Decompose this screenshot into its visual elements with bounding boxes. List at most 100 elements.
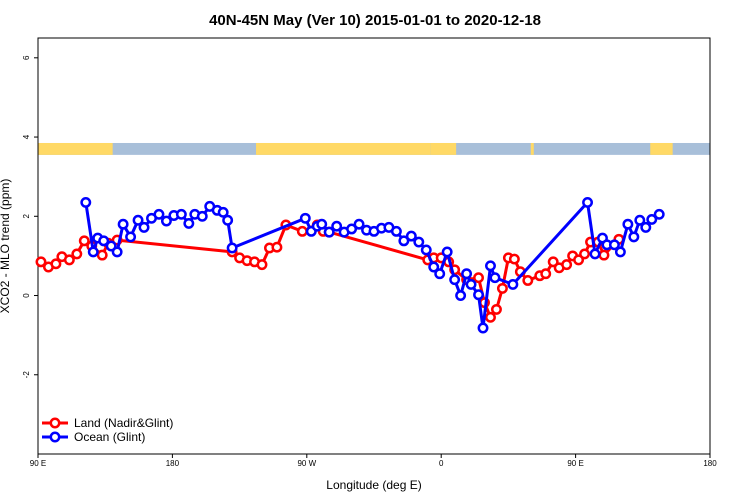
- data-point-ocean: [507, 278, 519, 290]
- data-point-land: [540, 268, 552, 280]
- data-point-ocean: [622, 218, 634, 230]
- y-tick-label: -2: [22, 371, 31, 379]
- data-point-land: [35, 256, 47, 268]
- data-point-ocean: [477, 322, 489, 334]
- data-point-ocean: [434, 268, 446, 280]
- surface-band: [38, 142, 710, 155]
- data-point-land: [473, 272, 484, 284]
- data-point-ocean: [160, 215, 172, 227]
- data-point-ocean: [653, 208, 665, 220]
- data-point-ocean: [353, 218, 365, 230]
- data-point-land: [579, 248, 591, 260]
- data-point-ocean: [316, 218, 328, 230]
- data-point-ocean: [217, 206, 229, 218]
- data-point-land: [78, 235, 90, 247]
- data-series: [35, 196, 665, 334]
- data-point-land: [496, 282, 508, 294]
- data-point-land: [50, 258, 62, 270]
- y-tick-label: 6: [22, 55, 31, 60]
- data-point-ocean: [413, 236, 425, 248]
- y-axis-label: XCO2 - MLO trend (ppm): [0, 179, 12, 314]
- band-land-segment: [38, 142, 113, 155]
- data-point-ocean: [420, 244, 432, 256]
- data-point-ocean: [98, 235, 110, 247]
- band-land-segment: [430, 142, 457, 155]
- data-point-ocean: [485, 260, 496, 272]
- data-point-ocean: [589, 248, 601, 260]
- y-tick-label: 0: [22, 293, 31, 298]
- data-point-ocean: [138, 221, 150, 233]
- data-point-ocean: [428, 261, 440, 273]
- x-tick-label: 180: [166, 459, 180, 468]
- legend-label-ocean: Ocean (Glint): [74, 430, 145, 444]
- data-point-ocean: [634, 214, 646, 226]
- plot-frame: [37, 37, 711, 455]
- data-point-ocean: [125, 231, 137, 243]
- data-point-ocean: [80, 196, 92, 208]
- data-point-ocean: [405, 230, 417, 242]
- x-tick-label: 90 W: [297, 459, 316, 468]
- data-point-ocean: [390, 225, 402, 237]
- data-point-ocean: [111, 246, 123, 258]
- data-point-ocean: [196, 210, 208, 222]
- data-point-land: [256, 259, 268, 271]
- data-point-ocean: [222, 214, 234, 226]
- data-point-land: [573, 254, 585, 266]
- y-axis: -2 0 2 4 6: [22, 55, 38, 378]
- data-point-land: [547, 256, 559, 268]
- data-point-ocean: [646, 214, 658, 225]
- data-point-ocean: [105, 240, 117, 252]
- data-point-ocean: [226, 242, 238, 254]
- data-point-ocean: [117, 218, 129, 230]
- data-point-ocean: [183, 217, 195, 229]
- chart-title: 40N-45N May (Ver 10) 2015-01-01 to 2020-…: [209, 12, 541, 29]
- band-land-segment: [530, 142, 534, 155]
- data-point-ocean: [441, 246, 453, 258]
- data-point-ocean: [465, 278, 477, 290]
- band-land-segment: [256, 142, 431, 155]
- data-point-ocean: [489, 272, 501, 284]
- legend: Land (Nadir&Glint) Ocean (Glint): [42, 416, 173, 444]
- legend-label-land: Land (Nadir&Glint): [74, 416, 173, 430]
- data-point-ocean: [153, 208, 165, 220]
- x-axis: 90 E 180 90 W 0 90 E 180: [30, 454, 717, 468]
- x-tick-label: 0: [439, 459, 444, 468]
- data-point-land: [561, 259, 573, 271]
- data-point-ocean: [628, 231, 640, 243]
- data-point-land: [71, 248, 83, 260]
- data-point-ocean: [398, 235, 410, 247]
- band-land-segment: [650, 142, 673, 155]
- data-point-land: [271, 241, 283, 253]
- data-point-ocean: [640, 221, 652, 233]
- data-point-ocean: [473, 289, 484, 301]
- data-point-ocean: [331, 220, 343, 232]
- data-point-land: [491, 303, 502, 315]
- data-point-ocean: [608, 239, 620, 251]
- data-point-ocean: [449, 274, 461, 286]
- data-point-land: [296, 225, 308, 237]
- y-tick-label: 2: [22, 214, 31, 219]
- data-point-land: [598, 249, 610, 261]
- data-point-ocean: [455, 290, 467, 301]
- x-tick-label: 90 E: [567, 459, 583, 468]
- data-point-land: [508, 253, 520, 265]
- x-tick-label: 180: [703, 459, 717, 468]
- data-point-land: [96, 249, 108, 261]
- data-point-ocean: [299, 212, 311, 224]
- data-point-ocean: [323, 226, 335, 238]
- x-tick-label: 90 E: [30, 459, 46, 468]
- data-point-land: [522, 275, 534, 286]
- data-point-ocean: [132, 214, 144, 226]
- data-point-land: [63, 254, 75, 266]
- legend-marker-ocean: [49, 431, 61, 443]
- data-point-ocean: [175, 208, 187, 220]
- data-point-ocean: [461, 268, 473, 280]
- data-point-ocean: [614, 246, 626, 258]
- data-point-ocean: [87, 246, 99, 258]
- data-point-ocean: [582, 196, 593, 208]
- y-tick-label: 4: [22, 134, 31, 139]
- legend-marker-land: [49, 417, 61, 429]
- data-point-ocean: [346, 223, 358, 235]
- x-axis-label: Longitude (deg E): [326, 478, 421, 492]
